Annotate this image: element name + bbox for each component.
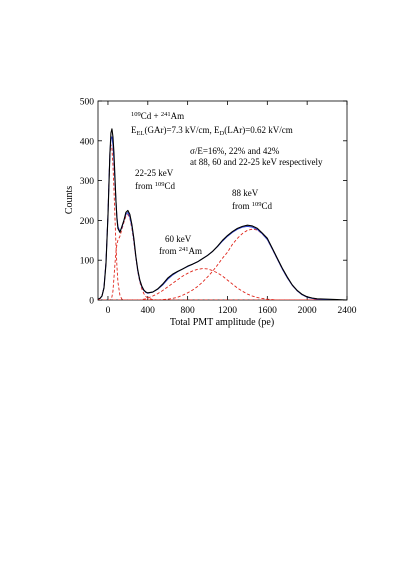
resolution-annotation-line2: at 88, 60 and 22-25 keV respectively bbox=[190, 157, 323, 167]
y-tick-label: 0 bbox=[89, 297, 94, 307]
series-component bbox=[98, 268, 347, 300]
y-tick-label: 400 bbox=[80, 137, 95, 147]
plot-frame bbox=[97, 100, 348, 301]
y-tick-label: 300 bbox=[80, 177, 95, 187]
peak-22-label-line1: 22-25 keV bbox=[135, 168, 174, 178]
x-tick-label: 0 bbox=[106, 306, 111, 316]
series-layer bbox=[98, 128, 347, 300]
x-tick-label: 800 bbox=[181, 306, 196, 316]
peak-60-label-line2: from 241Am bbox=[159, 246, 202, 256]
axis-tick-labels: 0 400 800 1200 1600 2000 2400 0 100 200 300 400 500 bbox=[80, 98, 357, 317]
y-tick-label: 100 bbox=[80, 257, 95, 267]
resolution-annotation-line1: σ/E=16%, 22% and 42% bbox=[190, 146, 280, 156]
y-tick-label: 200 bbox=[80, 217, 95, 227]
peak-88-label-line1: 88 keV bbox=[232, 188, 259, 198]
x-tick-label: 1200 bbox=[218, 306, 237, 316]
series-component bbox=[98, 144, 347, 300]
field-annotation: EEL(GAr)=7.3 kV/cm, ED(LAr)=0.62 kV/cm bbox=[131, 125, 293, 137]
series-measured-data bbox=[98, 128, 347, 300]
peak-60-label-line1: 60 keV bbox=[165, 234, 192, 244]
x-tick-label: 1600 bbox=[258, 306, 277, 316]
y-tick-label: 500 bbox=[80, 98, 95, 108]
peak-88-label-line2: from 109Cd bbox=[232, 201, 273, 211]
y-axis-title: Counts bbox=[64, 186, 75, 214]
x-axis-title: Total PMT amplitude (pe) bbox=[170, 317, 274, 328]
x-tick-label: 2400 bbox=[338, 306, 357, 316]
source-annotation: 109Cd + 241Am bbox=[131, 111, 184, 121]
series-component bbox=[98, 213, 347, 300]
peak-22-label-line2: from 109Cd bbox=[135, 181, 176, 191]
x-tick-label: 2000 bbox=[298, 306, 317, 316]
x-tick-label: 400 bbox=[141, 306, 156, 316]
